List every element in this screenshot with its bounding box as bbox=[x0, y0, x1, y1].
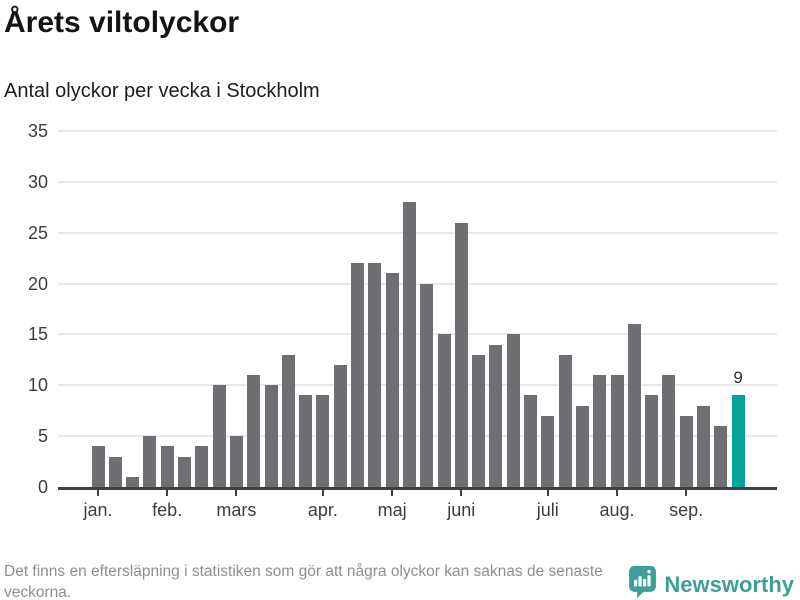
y-axis-label: 35 bbox=[27, 121, 48, 141]
bar bbox=[610, 375, 624, 487]
month-tick bbox=[97, 490, 99, 496]
y-axis-label: 5 bbox=[37, 426, 48, 447]
bar bbox=[195, 446, 209, 487]
bar bbox=[160, 446, 174, 487]
bar bbox=[264, 385, 278, 487]
gridline bbox=[58, 180, 777, 183]
bar bbox=[108, 456, 122, 487]
bar bbox=[316, 395, 330, 487]
newsworthy-logo: Newsworthy bbox=[628, 565, 794, 600]
bar bbox=[645, 395, 659, 487]
bar bbox=[229, 436, 243, 487]
newsworthy-wordmark: Newsworthy bbox=[664, 571, 794, 597]
bar bbox=[524, 395, 537, 487]
bar bbox=[679, 415, 693, 487]
y-axis-label: 30 bbox=[27, 171, 48, 192]
bar bbox=[91, 446, 105, 487]
month-label: feb. bbox=[152, 500, 183, 520]
bar bbox=[385, 273, 399, 487]
bar bbox=[402, 202, 416, 487]
bar bbox=[714, 425, 728, 487]
bar bbox=[333, 364, 347, 487]
month-label: juni bbox=[447, 500, 476, 520]
month-tick bbox=[235, 490, 238, 496]
bar bbox=[593, 375, 607, 487]
bar bbox=[472, 354, 486, 487]
highlighted-bar bbox=[731, 395, 745, 487]
month-label: sep. bbox=[669, 500, 704, 520]
bar bbox=[697, 405, 710, 487]
gridline bbox=[58, 333, 777, 336]
bar bbox=[212, 385, 226, 487]
y-axis-label: 10 bbox=[27, 375, 48, 396]
gridline bbox=[58, 282, 777, 285]
page-title: Årets viltolyckor bbox=[4, 6, 240, 39]
bar bbox=[420, 283, 434, 487]
newsworthy-chart-bubble-icon bbox=[628, 565, 657, 600]
bar bbox=[575, 405, 589, 487]
month-label: juli bbox=[536, 500, 559, 520]
month-label: maj bbox=[377, 500, 407, 520]
footer-note: Det finns en eftersläpning i statistiken… bbox=[4, 563, 603, 600]
month-label: aug. bbox=[599, 500, 635, 520]
month-tick bbox=[460, 490, 463, 496]
month-tick bbox=[321, 490, 324, 496]
gridline bbox=[58, 130, 777, 132]
plot-area: 0 5 10 15 20 25 30 35 jan. feb. mars apr. maj juni jul… bbox=[28, 121, 777, 520]
bar bbox=[558, 354, 572, 487]
month-tick bbox=[391, 490, 394, 496]
bar bbox=[437, 334, 451, 487]
bar bbox=[506, 334, 520, 487]
bar bbox=[541, 415, 555, 487]
gridline bbox=[58, 435, 777, 438]
page-subtitle: Antal olyckor per vecka i Stockholm bbox=[4, 80, 320, 102]
bar bbox=[627, 324, 641, 487]
y-axis-label: 20 bbox=[27, 273, 48, 294]
gridline bbox=[58, 231, 777, 234]
y-axis-label: 25 bbox=[27, 222, 48, 243]
month-tick bbox=[685, 490, 688, 496]
bar bbox=[299, 395, 313, 487]
y-axis-label: 0 bbox=[37, 477, 48, 497]
bar bbox=[178, 456, 191, 487]
bar bbox=[143, 436, 157, 487]
month-tick bbox=[546, 490, 549, 496]
bar bbox=[281, 354, 295, 487]
bar bbox=[126, 476, 140, 487]
gridline bbox=[58, 384, 777, 387]
month-label: jan. bbox=[83, 500, 113, 520]
bar bbox=[247, 375, 261, 487]
value-label: 9 bbox=[733, 368, 743, 388]
y-axis-label: 15 bbox=[27, 324, 48, 345]
month-label: apr. bbox=[307, 500, 338, 520]
month-label: mars bbox=[216, 500, 257, 520]
bar bbox=[351, 263, 364, 487]
bar bbox=[662, 375, 676, 487]
month-tick bbox=[166, 490, 169, 496]
bar bbox=[454, 222, 468, 487]
month-tick bbox=[616, 490, 618, 496]
bar bbox=[489, 344, 503, 487]
bar bbox=[368, 263, 382, 487]
